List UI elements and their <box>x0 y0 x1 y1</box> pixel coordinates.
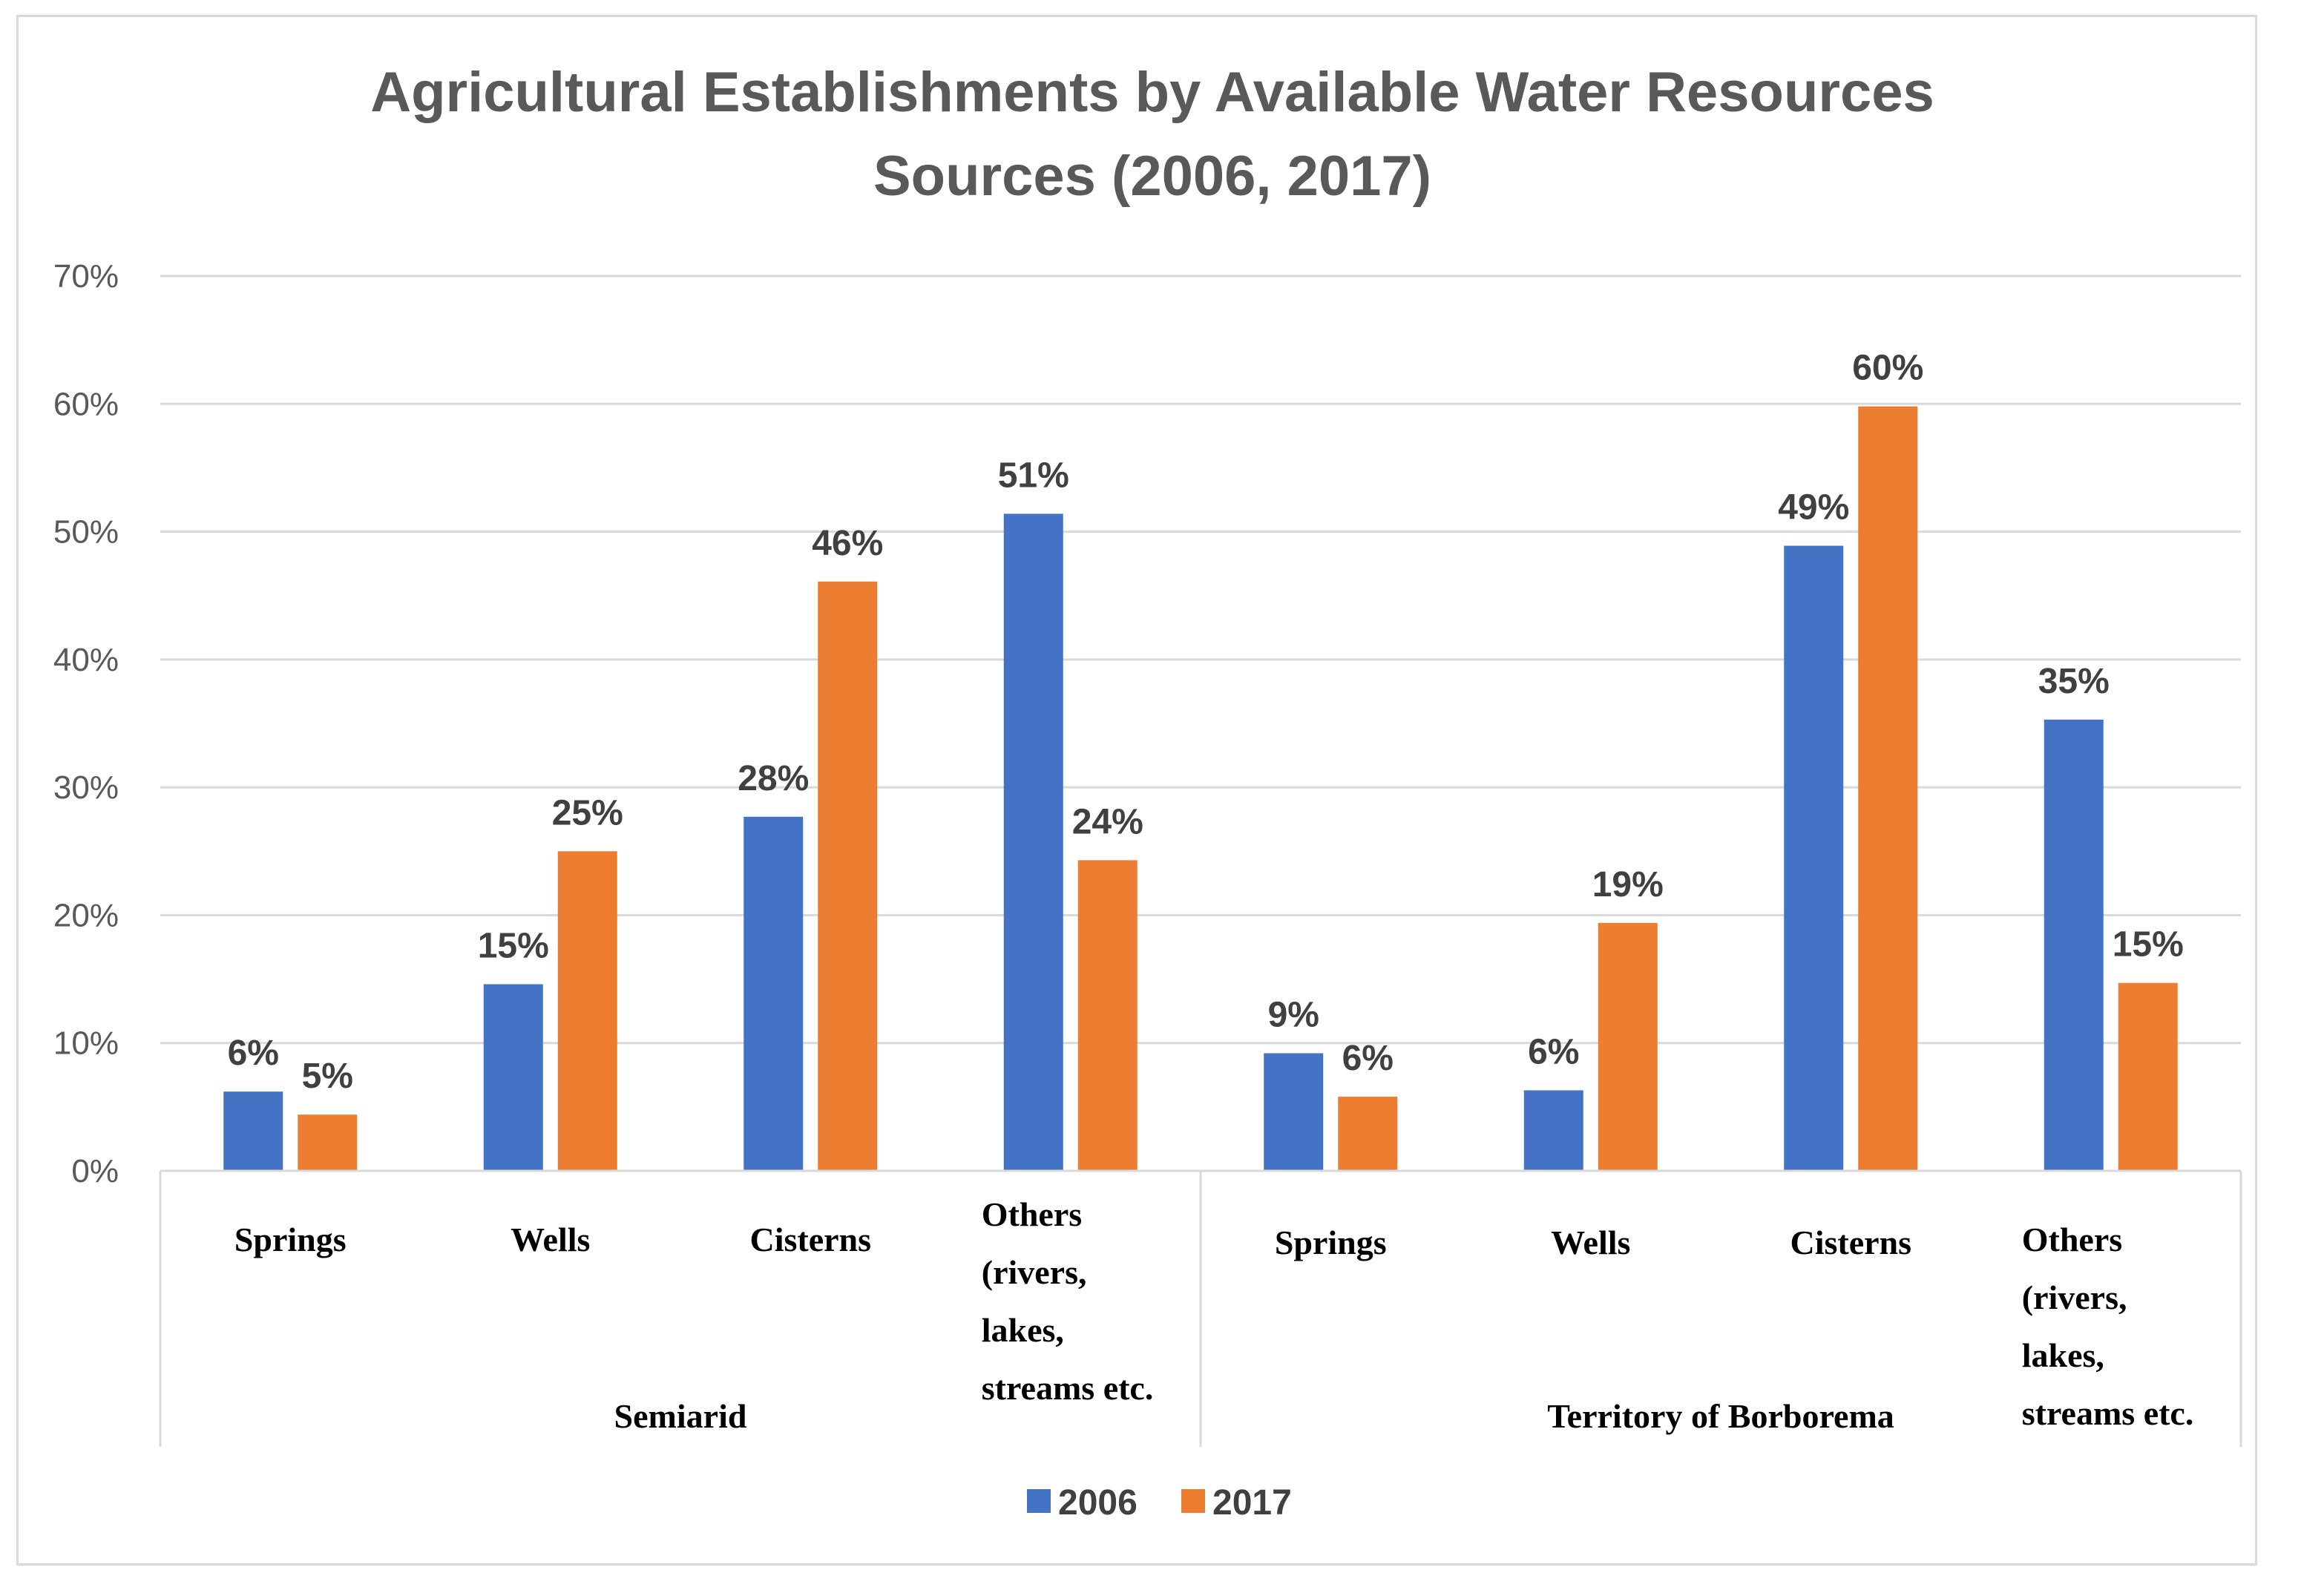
bar-2006-0 <box>223 1091 283 1171</box>
data-label-2017-3: 24% <box>1072 802 1143 841</box>
data-label-2006-6: 49% <box>1778 488 1849 528</box>
y-tick-label: 50% <box>53 514 119 551</box>
data-label-2006-3: 51% <box>998 456 1069 495</box>
data-label-2006-0: 6% <box>228 1034 279 1073</box>
bar-2006-4 <box>1264 1053 1324 1171</box>
y-tick-label: 30% <box>53 769 119 806</box>
category-label-line: lakes, <box>982 1311 1064 1349</box>
category-label: Wells <box>511 1221 590 1258</box>
data-label-2017-2: 46% <box>812 524 883 563</box>
data-label-2006-7: 35% <box>2038 662 2110 701</box>
category-label-line: (rivers, <box>2022 1278 2127 1316</box>
data-label-2006-2: 28% <box>738 759 809 798</box>
bar-2006-6 <box>1784 545 1844 1171</box>
y-tick-label: 10% <box>53 1025 119 1062</box>
category-label: Springs <box>1275 1224 1387 1261</box>
category-label: Cisterns <box>749 1221 871 1258</box>
data-labels: 6% 15% 28% 51% 9% 6% 49% 35% 5% 25% 46% 24% 6% 19% 60%… <box>228 349 2184 1096</box>
legend: 2006 2017 <box>1027 1483 1292 1523</box>
data-label-2017-4: 6% <box>1342 1039 1394 1078</box>
y-tick-label: 60% <box>53 386 119 422</box>
category-label-line: lakes, <box>2022 1336 2104 1374</box>
bar-2006-7 <box>2044 719 2104 1171</box>
gridlines <box>160 275 2241 1045</box>
bar-2006-1 <box>483 984 543 1171</box>
data-label-2017-5: 19% <box>1592 865 1664 904</box>
bar-2006-3 <box>1003 513 1063 1171</box>
chart-title-line-2: Sources (2006, 2017) <box>873 145 1431 208</box>
y-tick-label: 20% <box>53 897 119 933</box>
group-label: Territory of Borborema <box>1547 1397 1894 1435</box>
y-tick-label: 40% <box>53 642 119 678</box>
category-label-line: streams etc. <box>982 1369 1154 1407</box>
bar-2017-5 <box>1598 922 1658 1171</box>
category-label-line: Others <box>982 1195 1082 1233</box>
bar-2017-2 <box>818 581 878 1171</box>
data-label-2017-1: 25% <box>552 793 623 833</box>
y-axis-ticks: 0% 10% 20% 30% 40% 50% 60% 70% <box>53 258 119 1189</box>
category-label: Wells <box>1551 1224 1630 1261</box>
group-label: Semiarid <box>614 1397 747 1435</box>
x-axis: Springs Wells Cisterns Others (rivers, lakes,… <box>159 1169 2242 1447</box>
chart-title-line-1: Agricultural Establishments by Available… <box>370 61 1934 124</box>
bar-2017-1 <box>557 851 617 1171</box>
category-label: Springs <box>234 1221 347 1258</box>
y-tick-label: 70% <box>53 258 119 295</box>
legend-swatch-2017 <box>1181 1489 1205 1513</box>
category-label-line: (rivers, <box>982 1253 1087 1291</box>
data-label-2006-5: 6% <box>1528 1032 1579 1071</box>
bar-2017-7 <box>2118 982 2178 1171</box>
y-tick-label: 0% <box>71 1153 119 1189</box>
data-label-2017-0: 5% <box>302 1057 353 1096</box>
bar-2017-0 <box>298 1114 358 1171</box>
bar-2006-5 <box>1523 1090 1583 1171</box>
legend-swatch-2006 <box>1027 1489 1051 1513</box>
data-label-2017-7: 15% <box>2113 925 2184 965</box>
data-label-2017-6: 60% <box>1852 349 1923 388</box>
bars <box>223 406 2178 1171</box>
data-label-2006-1: 15% <box>478 926 549 965</box>
bar-2017-3 <box>1077 860 1138 1171</box>
category-label-line: Others <box>2022 1221 2122 1258</box>
data-label-2006-4: 9% <box>1268 995 1319 1034</box>
bar-2017-4 <box>1338 1097 1398 1171</box>
bar-2017-6 <box>1858 406 1918 1171</box>
category-label: Cisterns <box>1790 1224 1911 1261</box>
bar-2006-2 <box>744 816 804 1171</box>
legend-label-2006: 2006 <box>1058 1483 1138 1523</box>
category-label-line: streams etc. <box>2022 1394 2194 1432</box>
legend-label-2017: 2017 <box>1212 1483 1292 1523</box>
